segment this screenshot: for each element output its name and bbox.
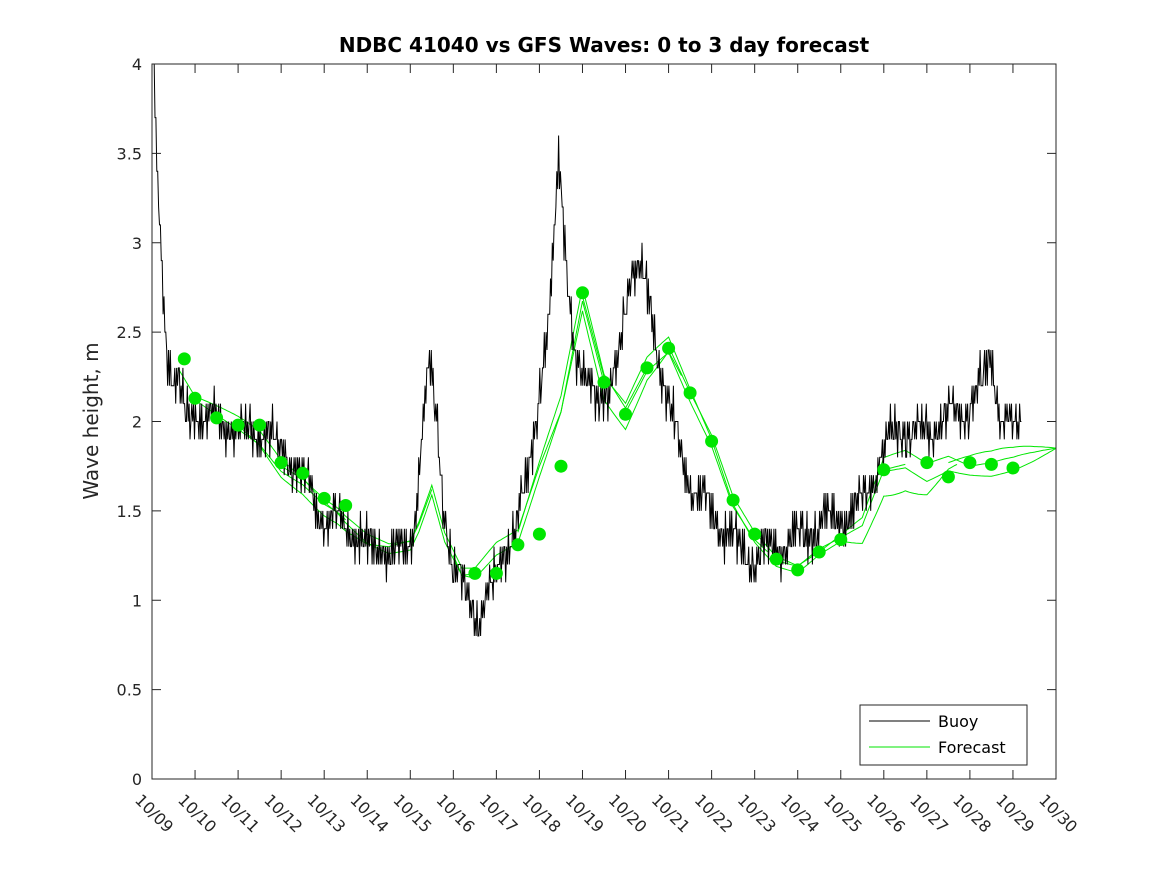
- forecast-run-line: [668, 346, 820, 567]
- y-tick-label: 4: [132, 55, 142, 74]
- y-tick-label: 0: [132, 770, 142, 789]
- forecast-point: [769, 552, 783, 566]
- forecast-point: [532, 527, 546, 541]
- forecast-point: [274, 456, 288, 470]
- series-layer: [153, 63, 1057, 637]
- forecast-point: [984, 457, 998, 471]
- forecast-point: [188, 391, 202, 405]
- forecast-point: [210, 411, 224, 425]
- forecast-point: [619, 407, 632, 421]
- forecast-point: [662, 341, 676, 355]
- forecast-point: [339, 499, 353, 512]
- forecast-point: [468, 566, 482, 580]
- legend-buoy-label: Buoy: [938, 712, 978, 731]
- forecast-point: [748, 527, 762, 541]
- forecast-run-line: [840, 463, 958, 544]
- y-tick-label: 3.5: [117, 144, 142, 163]
- y-tick-label: 1: [132, 591, 142, 610]
- y-tick-label: 2.5: [117, 323, 142, 342]
- y-axis-label: Wave height, m: [79, 342, 103, 499]
- forecast-point: [963, 456, 977, 470]
- forecast-point: [920, 456, 934, 470]
- forecast-point: [812, 545, 826, 559]
- forecast-point: [231, 418, 245, 432]
- forecast-point: [877, 463, 891, 477]
- forecast-point: [640, 361, 654, 375]
- forecast-point: [253, 418, 267, 432]
- forecast-point: [511, 538, 525, 552]
- y-tick-label: 3: [132, 234, 142, 253]
- legend-forecast-label: Forecast: [938, 738, 1006, 757]
- forecast-point: [1006, 461, 1020, 475]
- y-tick-label: 0.5: [117, 681, 142, 700]
- legend-box: [859, 704, 1028, 766]
- forecast-point: [834, 533, 848, 546]
- forecast-point: [554, 459, 568, 473]
- forecast-point: [317, 491, 331, 505]
- y-tick-label: 1.5: [117, 502, 142, 521]
- forecast-point: [726, 493, 740, 507]
- forecast-point: [177, 352, 191, 366]
- legend: Buoy Forecast: [859, 704, 1028, 766]
- forecast-point: [941, 470, 955, 484]
- forecast-point: [791, 563, 805, 577]
- forecast-point: [296, 466, 310, 480]
- forecast-run-line: [969, 447, 1057, 467]
- forecast-point: [705, 434, 719, 448]
- forecast-point: [683, 386, 697, 400]
- forecast-point: [597, 375, 611, 389]
- forecast-run-line: [883, 447, 1057, 482]
- chart-title: NDBC 41040 vs GFS Waves: 0 to 3 day fore…: [339, 33, 870, 57]
- forecast-run-line: [948, 445, 1057, 464]
- y-tick-label: 2: [132, 413, 142, 432]
- forecast-point: [576, 286, 589, 300]
- forecast-point: [489, 566, 503, 580]
